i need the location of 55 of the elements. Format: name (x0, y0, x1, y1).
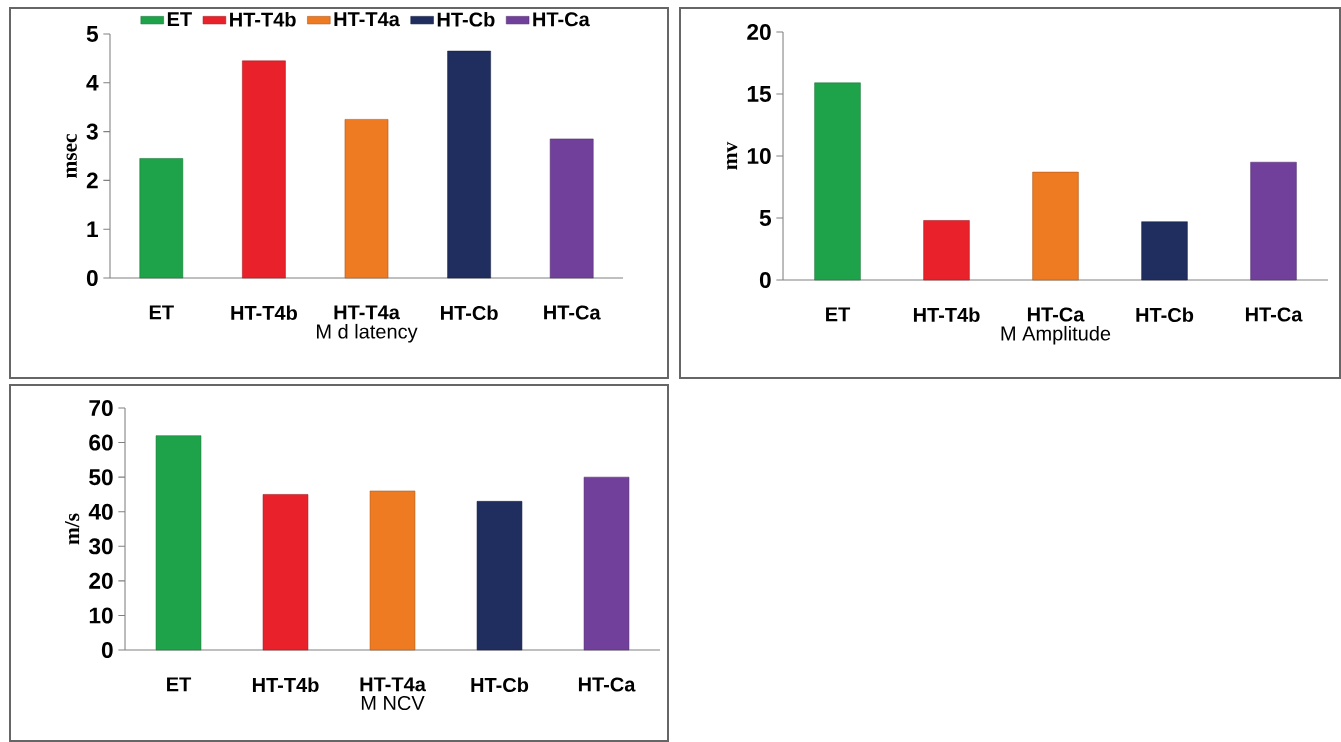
y-tick-label: 4 (86, 75, 99, 91)
bar (476, 501, 523, 651)
legend-label: HT-Cb (437, 11, 495, 27)
x-tick-label: HT-Cb (1136, 307, 1194, 323)
x-tick-label: ET (826, 307, 851, 322)
x-tick-label: HT-T4a (360, 677, 426, 692)
legend-label: HT-Ca (533, 12, 590, 27)
bar (369, 490, 416, 651)
x-axis-title: M d latency (317, 323, 418, 343)
legend-label: ET (167, 12, 192, 27)
y-tick-label: 10 (747, 147, 771, 165)
x-tick-label: HT-T4b (913, 307, 980, 323)
y-tick-label: 0 (86, 269, 98, 287)
y-tick-label: 20 (89, 572, 113, 589)
bar (923, 220, 970, 281)
x-tick-label: HT-Ca (578, 677, 636, 692)
x-tick-label: HT-Cb (441, 305, 498, 321)
x-tick-label: HT-T4b (231, 305, 297, 321)
legend-label: HT-T4a (334, 12, 400, 27)
y-tick-label: 0 (101, 641, 113, 659)
y-tick-label: 40 (88, 503, 113, 520)
y-axis-title: m/s (65, 513, 80, 545)
y-tick-label: 70 (89, 399, 113, 417)
bar (1032, 171, 1079, 281)
x-axis-title: M Amplitude (1001, 325, 1111, 345)
bar (814, 82, 861, 281)
x-tick-label: ET (149, 305, 174, 320)
y-tick-label: 2 (86, 172, 98, 189)
bar (262, 494, 309, 651)
bar (583, 476, 630, 651)
y-tick-label: 5 (759, 210, 772, 226)
bar (1141, 221, 1188, 281)
y-tick-label: 10 (89, 607, 113, 624)
y-tick-label: 0 (759, 271, 771, 289)
y-tick-label: 3 (86, 123, 98, 140)
x-tick-label: HT-Cb (471, 677, 529, 693)
y-tick-label: 5 (86, 26, 98, 42)
y-axis-title: mv (727, 141, 738, 170)
y-tick-label: 15 (747, 86, 772, 102)
y-tick-label: 20 (747, 23, 771, 41)
y-tick-label: 50 (89, 469, 113, 486)
x-axis-title: M NCV (361, 695, 425, 711)
y-tick-label: 1 (87, 221, 98, 237)
y-tick-label: 30 (88, 538, 113, 555)
legend-label: HT-T4b (230, 11, 296, 27)
x-tick-label: HT-T4a (334, 305, 400, 320)
x-tick-label: HT-Ca (544, 305, 601, 320)
x-tick-label: HT-Ca (1027, 307, 1085, 322)
bar (1250, 161, 1297, 281)
bar (155, 435, 202, 651)
x-tick-label: HT-T4b (252, 677, 319, 693)
y-axis-title: msec (66, 134, 77, 178)
x-tick-label: ET (167, 677, 192, 692)
y-tick-label: 60 (89, 434, 113, 451)
x-tick-label: HT-Ca (1245, 307, 1303, 322)
